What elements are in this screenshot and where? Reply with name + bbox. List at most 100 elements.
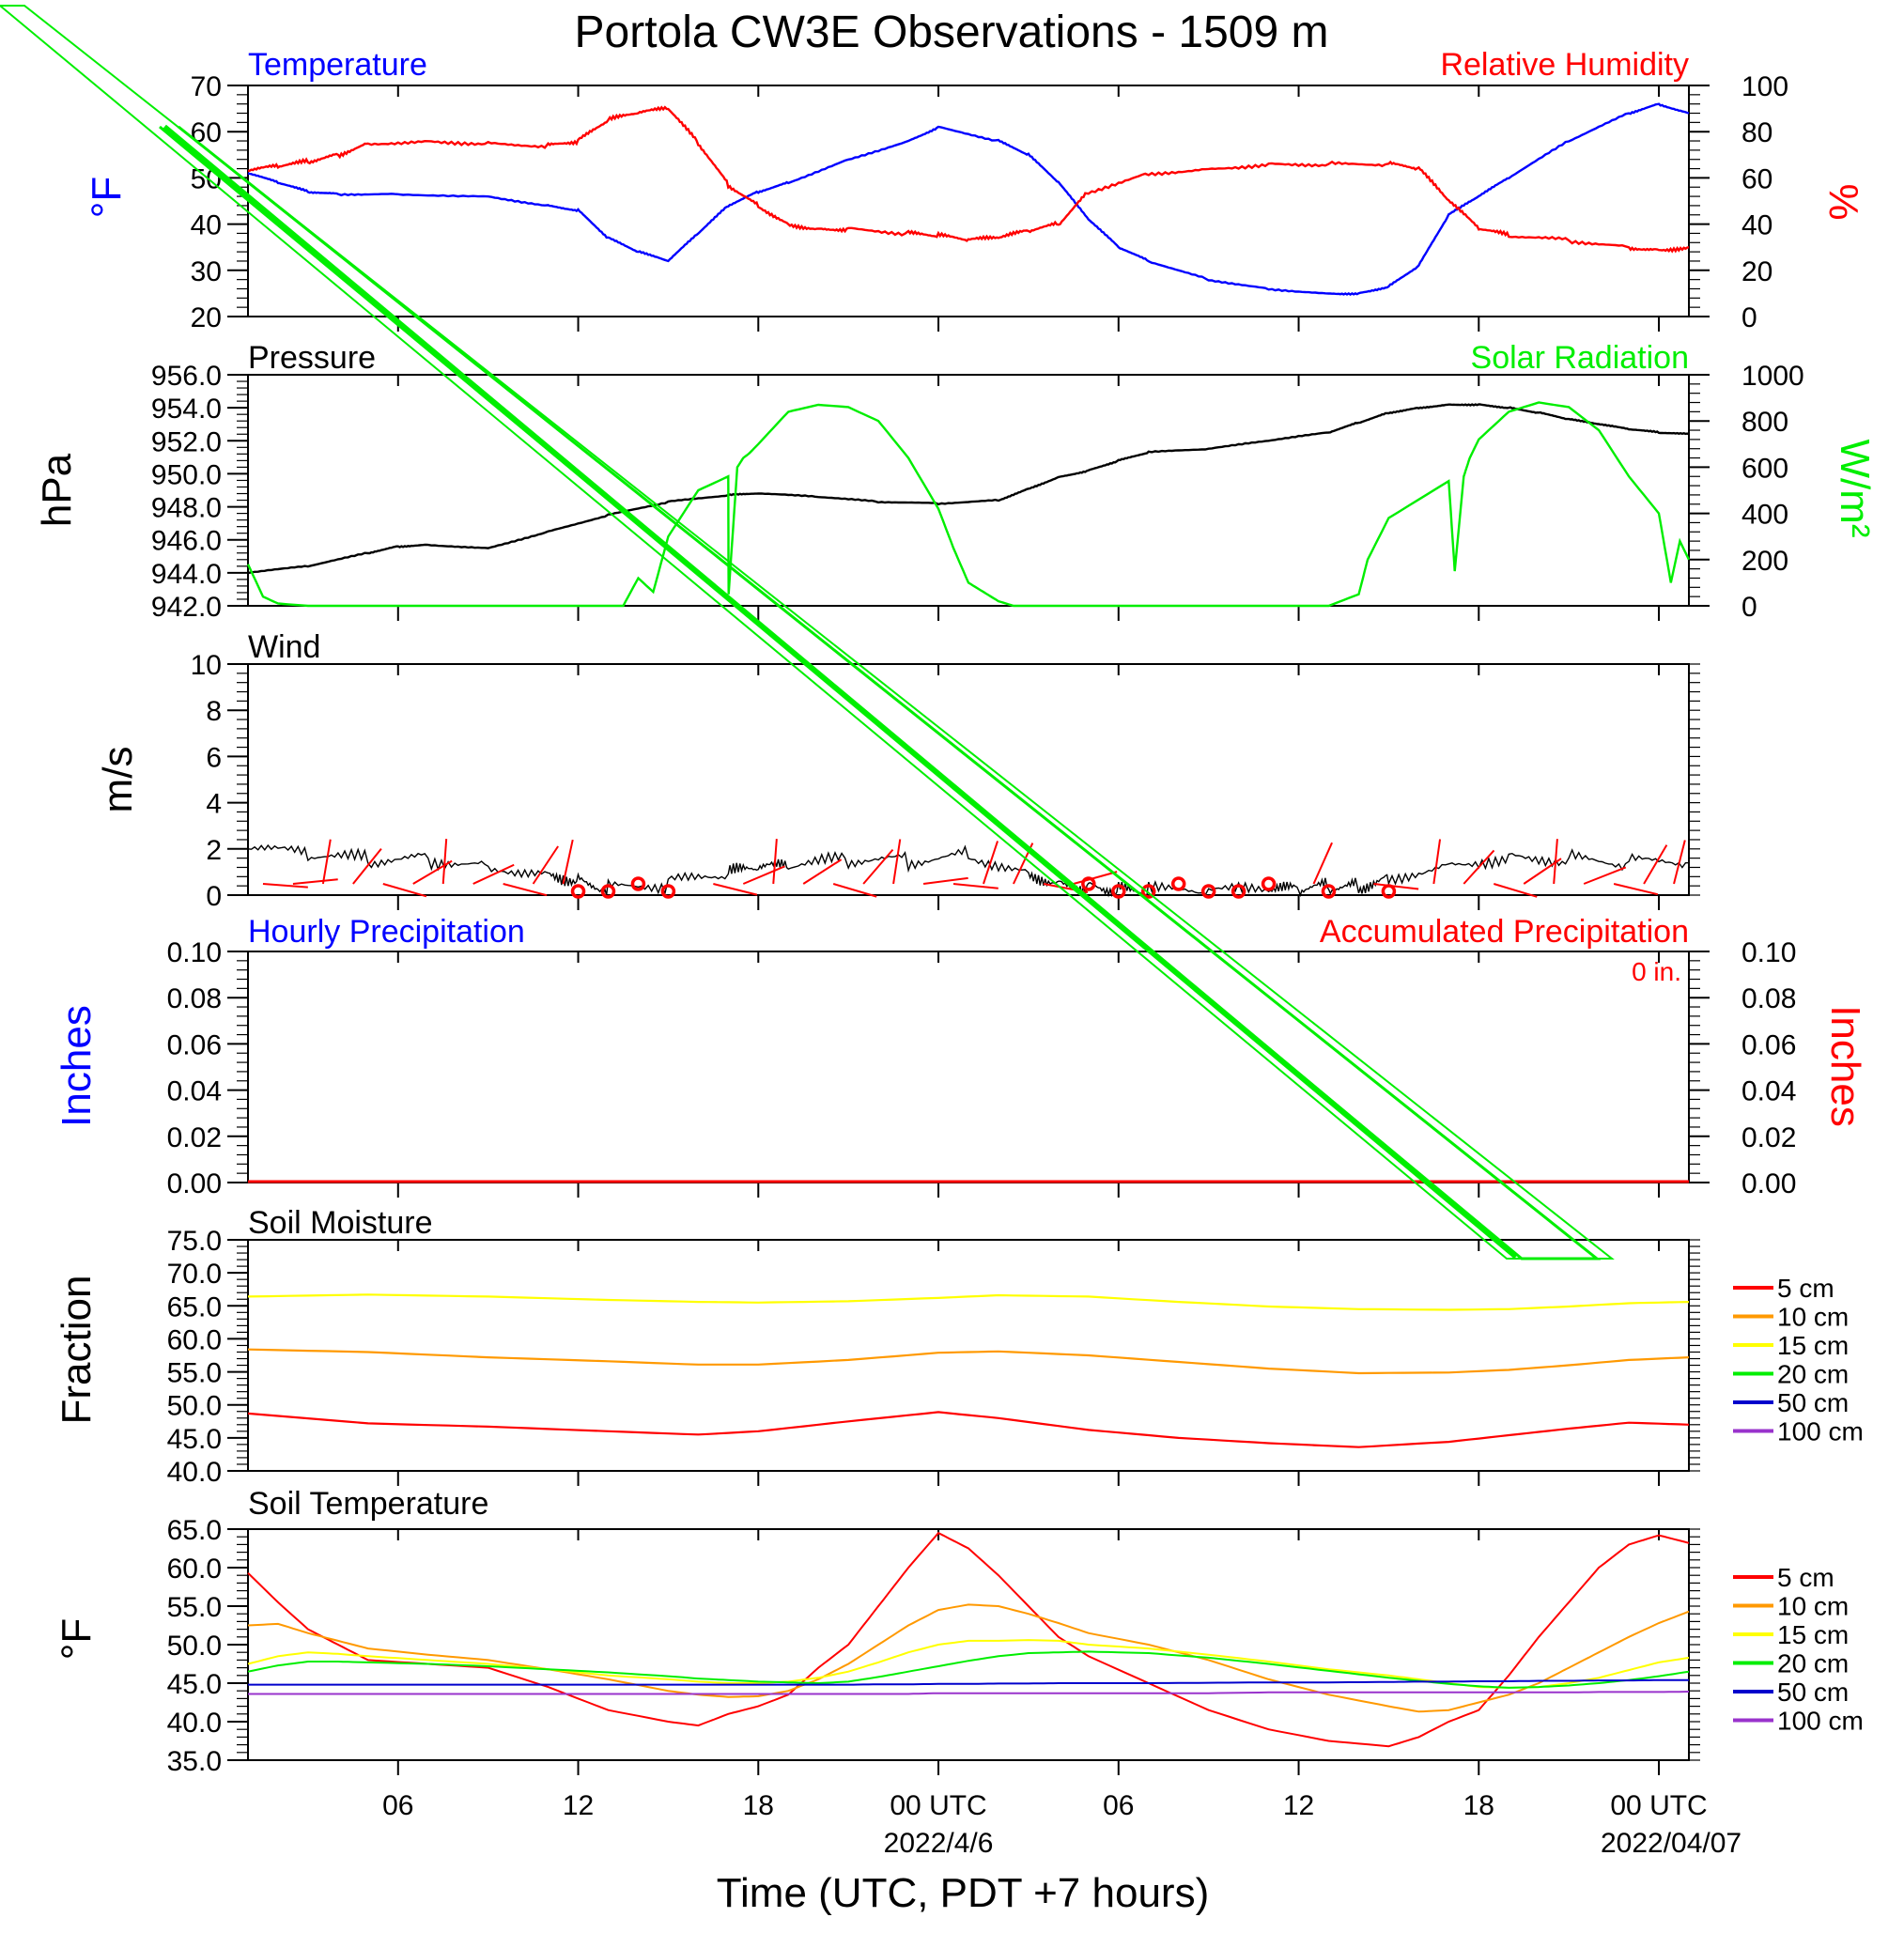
wind-barb xyxy=(1312,842,1333,885)
accum-precip-note: 0 in. xyxy=(1632,957,1681,986)
solar-y2-tick-label: 400 xyxy=(1741,500,1788,531)
precip-right-y2-tick-label: 0.00 xyxy=(1741,1168,1796,1199)
humidity-title: Relative Humidity xyxy=(1440,47,1689,83)
soil-moisture-y-tick-label: 45.0 xyxy=(167,1424,222,1455)
soil-temp-y-tick-label: 55.0 xyxy=(167,1592,222,1623)
wind-barb xyxy=(321,839,332,885)
soil-moisture-y-tick-label: 40.0 xyxy=(167,1457,222,1488)
temp-y-tick-label: 40 xyxy=(191,210,222,241)
solar-y2-tick-label: 1000 xyxy=(1741,361,1804,392)
rh-y2-tick-label: 100 xyxy=(1741,71,1788,102)
soil-temp-line-100cm xyxy=(248,1691,1690,1695)
temp-y-tick-label: 70 xyxy=(191,71,222,102)
legend-label: 5 cm xyxy=(1777,1274,1834,1303)
soil-moisture-y-tick-label: 60.0 xyxy=(167,1324,222,1355)
calm-wind-marker xyxy=(600,884,616,899)
legend-label: 100 cm xyxy=(1777,1417,1864,1446)
calm-wind-marker xyxy=(570,884,586,899)
soil-moisture-y-tick-label: 55.0 xyxy=(167,1358,222,1389)
legend-label: 100 cm xyxy=(1777,1707,1864,1736)
wind-barb xyxy=(892,839,902,885)
wind-speed-line xyxy=(247,843,1690,898)
wind-barb xyxy=(802,858,843,885)
annotation-arrow-inner xyxy=(159,125,1602,1260)
wind-barb xyxy=(1463,849,1495,885)
soil-temp-axis-label: °F xyxy=(54,1618,100,1660)
calm-wind-marker xyxy=(1321,884,1337,899)
wind-barb xyxy=(1493,883,1538,898)
wind-panel-frame xyxy=(247,663,1690,896)
soil-temp-y-tick-label: 35.0 xyxy=(167,1746,222,1777)
precip-right-y2-tick-label: 0.04 xyxy=(1741,1076,1796,1107)
solar-axis-label: W/m² xyxy=(1832,439,1878,537)
temp-y-tick-label: 60 xyxy=(191,117,222,148)
soil-temp-y-tick-label: 40.0 xyxy=(167,1708,222,1739)
calm-wind-marker xyxy=(630,876,646,891)
wind-barb xyxy=(262,883,308,889)
wind-barb xyxy=(772,839,778,885)
overlay-annotation xyxy=(0,5,1615,1260)
precip-right-y2-tick-label: 0.02 xyxy=(1741,1122,1796,1153)
accum-precip-title: Accumulated Precipitation xyxy=(1320,914,1689,950)
solar-radiation-line xyxy=(246,401,1691,608)
x-tick-label: 18 xyxy=(1463,1790,1494,1821)
humidity-line xyxy=(247,105,1690,254)
panels: 203040506070020406080100942.0944.0946.09… xyxy=(151,71,1804,1777)
rh-y2-tick-label: 80 xyxy=(1741,117,1772,148)
temperature-line xyxy=(247,102,1690,297)
pressure-y-tick-label: 946.0 xyxy=(151,526,222,557)
wind-barb xyxy=(922,876,968,885)
legend-label: 10 cm xyxy=(1777,1303,1849,1332)
soil-temp-y-tick-label: 45.0 xyxy=(167,1669,222,1700)
wind-barb xyxy=(1373,883,1419,890)
temp-y-tick-label: 30 xyxy=(191,256,222,287)
precip-left-y-tick-label: 0.04 xyxy=(167,1076,222,1107)
pressure-y-tick-label: 950.0 xyxy=(151,459,222,490)
soil-temperature-panel-frame xyxy=(247,1528,1690,1761)
x-tick-label: 18 xyxy=(743,1790,774,1821)
precip-left-y-tick-label: 0.06 xyxy=(167,1029,222,1060)
solar-y2-tick-label: 0 xyxy=(1741,592,1757,623)
temp-axis-label: °F xyxy=(84,177,130,218)
wind-barb xyxy=(532,845,559,885)
x-date-label: 2022/04/07 xyxy=(1601,1828,1741,1859)
soil-moisture-y-tick-label: 50.0 xyxy=(167,1391,222,1422)
wind-barb xyxy=(1583,866,1627,885)
wind-barb xyxy=(472,863,515,885)
soil-temp-y-tick-label: 60.0 xyxy=(167,1554,222,1585)
legend-label: 20 cm xyxy=(1777,1649,1849,1678)
soil-temp-line-5cm xyxy=(247,1531,1690,1748)
pressure-y-tick-label: 944.0 xyxy=(151,559,222,590)
legend-label: 15 cm xyxy=(1777,1331,1849,1360)
legend-label: 5 cm xyxy=(1777,1563,1834,1592)
x-tick-label: 06 xyxy=(382,1790,413,1821)
pressure-y-tick-label: 952.0 xyxy=(151,426,222,457)
precip-left-y-tick-label: 0.00 xyxy=(167,1168,222,1199)
soil-temp-line-50cm xyxy=(248,1678,1689,1686)
calm-wind-marker xyxy=(1200,884,1216,899)
pressure-y-tick-label: 948.0 xyxy=(151,493,222,524)
precip-right-y2-tick-label: 0.06 xyxy=(1741,1029,1796,1060)
rh-axis-label: % xyxy=(1820,183,1866,220)
precip-left-axis-label: Inches xyxy=(54,1005,100,1127)
calm-wind-marker xyxy=(1261,876,1277,891)
legend-label: 10 cm xyxy=(1777,1592,1849,1621)
wind-barb xyxy=(713,883,758,896)
wind-y-tick-label: 2 xyxy=(206,835,222,866)
soil-moisture-y-tick-label: 70.0 xyxy=(167,1259,222,1290)
legend-label: 20 cm xyxy=(1777,1360,1849,1389)
legend-label: 15 cm xyxy=(1777,1620,1849,1649)
wind-barb xyxy=(382,883,427,898)
pressure-y-tick-label: 956.0 xyxy=(151,361,222,392)
hourly-precip-title: Hourly Precipitation xyxy=(248,914,525,950)
soil-moisture-line-15cm xyxy=(247,1293,1690,1311)
soil-moisture-line-10cm xyxy=(247,1348,1690,1375)
precip-right-y2-tick-label: 0.10 xyxy=(1741,937,1796,968)
pressure-solar-panel-frame xyxy=(247,374,1690,607)
wind-y-tick-label: 10 xyxy=(191,650,222,681)
temp-y-tick-label: 20 xyxy=(191,302,222,333)
soil-moisture-line-5cm xyxy=(247,1411,1690,1448)
temperature-title: Temperature xyxy=(248,47,427,83)
solar-title: Solar Radiation xyxy=(1471,340,1689,376)
rh-y2-tick-label: 0 xyxy=(1741,302,1757,333)
